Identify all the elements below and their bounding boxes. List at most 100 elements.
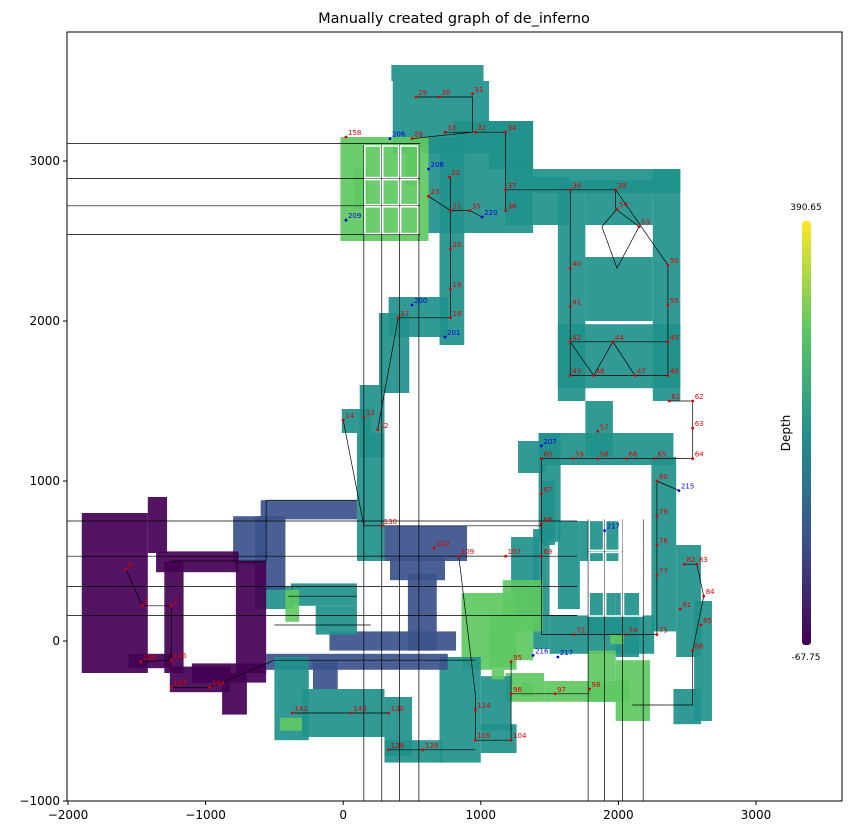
graph-node — [387, 711, 391, 715]
map-region — [585, 401, 613, 457]
graph-node — [603, 529, 607, 532]
graph-node — [702, 594, 706, 598]
graph-node-label: 98 — [592, 681, 601, 689]
graph-node — [480, 215, 484, 219]
graph-node — [556, 655, 560, 659]
map-region — [585, 257, 653, 321]
graph-node-label: 209 — [348, 212, 361, 220]
graph-node — [655, 574, 659, 577]
graph-node — [449, 316, 452, 320]
graph-node-label: 18 — [453, 310, 462, 318]
map-region — [378, 313, 410, 393]
grid-box — [622, 582, 643, 617]
graph-node — [666, 340, 670, 344]
graph-node-label: 77 — [659, 567, 668, 575]
graph-node-label: 109 — [461, 548, 474, 556]
graph-node-label: 12 — [380, 422, 389, 430]
graph-node-label: 42 — [572, 334, 581, 342]
graph-node-label: 35 — [472, 203, 481, 211]
map-region — [81, 513, 148, 673]
graph-node-label: 97 — [557, 686, 566, 694]
graph-edge — [601, 189, 640, 270]
map-region — [615, 660, 651, 721]
x-tick-label: 0 — [339, 808, 347, 822]
graph-node-label: 29 — [418, 89, 427, 97]
graph-node — [504, 130, 507, 134]
graph-node-label: 216 — [535, 647, 549, 655]
graph-node-label: 50 — [670, 257, 679, 265]
map-region-high — [520, 682, 534, 697]
graph-node-label: 110 — [436, 540, 449, 548]
graph-node-label: 13 — [366, 409, 375, 417]
graph-node — [691, 399, 695, 403]
graph-node — [625, 633, 629, 636]
graph-node-label: 104 — [513, 732, 527, 740]
graph-node-label: 96 — [513, 686, 522, 694]
graph-node — [596, 430, 600, 433]
graph-node — [691, 649, 695, 652]
graph-node-label: 206 — [392, 131, 406, 139]
map-region — [505, 161, 534, 225]
graph-node — [699, 623, 703, 627]
graph-node-label: 58 — [600, 451, 609, 459]
graph-node-label: 32 — [477, 124, 486, 132]
graph-edge — [656, 480, 680, 491]
graph-node — [473, 130, 477, 134]
graph-node-label: 23 — [431, 188, 440, 196]
graph-node — [691, 426, 695, 430]
graph-node — [350, 711, 353, 715]
graph-node-label: 20 — [453, 241, 462, 249]
graph-node-label: 201 — [447, 329, 460, 337]
graph-node-label: 61 — [671, 393, 680, 401]
map-region-high — [406, 145, 421, 185]
graph-node-label: 78 — [659, 537, 668, 545]
colorbar-label: Depth — [779, 415, 793, 452]
graph-node — [596, 457, 600, 460]
graph-node-label: 215 — [681, 483, 694, 491]
graph-node — [468, 209, 472, 213]
graph-node — [655, 543, 659, 547]
graph-node — [568, 340, 572, 344]
graph-node-label: 36 — [508, 203, 517, 211]
map-region — [164, 561, 184, 673]
graph-node-label: 22 — [451, 169, 460, 177]
graph-node — [473, 708, 477, 712]
graph-node-label: 14 — [345, 412, 354, 420]
map-region — [557, 521, 580, 609]
graph-node-label: 84 — [706, 588, 715, 596]
y-axis: −1000 0 1000 2000 3000 — [19, 154, 67, 808]
graph-node-label: 21 — [453, 203, 462, 211]
graph-node — [568, 374, 572, 377]
map-region — [615, 593, 640, 657]
graph-node-label: 54 — [619, 201, 628, 209]
graph-node-label: 47 — [637, 367, 646, 375]
map-region — [315, 605, 357, 635]
graph-edge — [569, 341, 636, 377]
graph-node-label: 74 — [629, 627, 638, 635]
map-region — [588, 650, 616, 702]
graph-node — [539, 492, 543, 496]
map-region-high — [489, 628, 512, 667]
graph-node — [447, 175, 451, 179]
x-axis: −2000 −1000 0 1000 2000 3000 — [48, 801, 771, 822]
map-region — [266, 653, 448, 670]
graph-node — [588, 687, 591, 691]
graph-node-label: 207 — [543, 438, 556, 446]
map-region — [480, 676, 512, 731]
graph-edge — [540, 458, 657, 635]
map-region — [391, 65, 484, 81]
graph-node-label: 129 — [391, 742, 404, 750]
graph-node — [504, 188, 507, 192]
graph-node-label: 65 — [658, 451, 667, 459]
graph-node-label: 200 — [414, 297, 427, 305]
map-region — [235, 561, 267, 673]
graph-node-label: 72 — [576, 627, 585, 635]
graph-node-label: 80 — [659, 473, 668, 481]
graph-node — [290, 711, 294, 715]
graph-node — [449, 287, 452, 291]
map-region — [260, 500, 357, 520]
grid-box — [364, 206, 382, 235]
map-region-high — [354, 169, 368, 209]
graph-node-label: 107 — [508, 548, 521, 556]
graph-node-label: 0 — [128, 561, 132, 569]
